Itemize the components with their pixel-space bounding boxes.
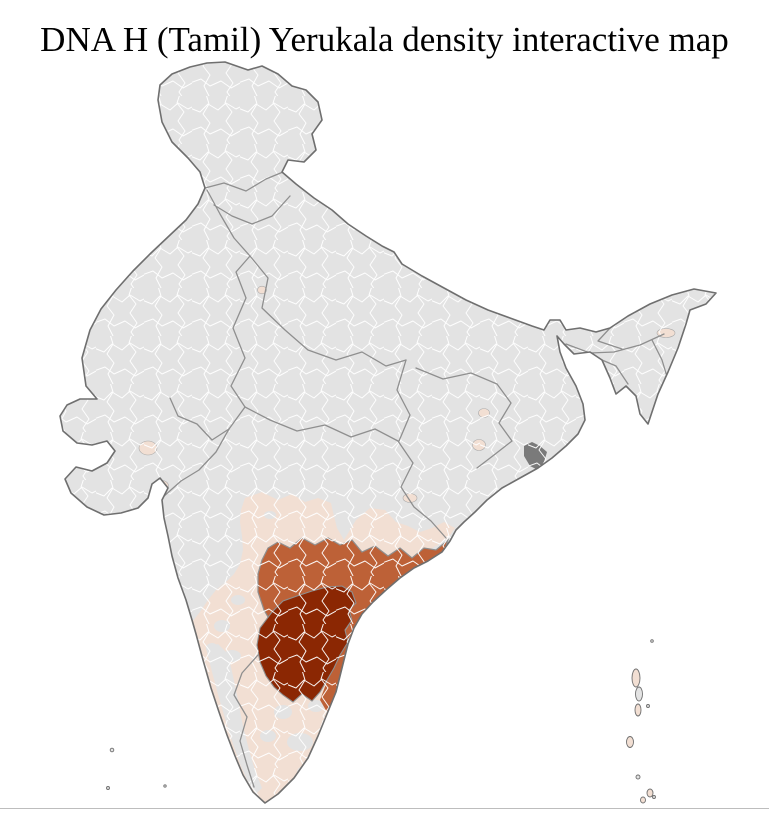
- state-borders: [162, 171, 669, 788]
- islands-low-density[interactable]: [626, 668, 654, 804]
- page-title: DNA H (Tamil) Yerukala density interacti…: [40, 20, 729, 59]
- india-outline: [59, 61, 717, 804]
- islands[interactable]: [106, 639, 656, 804]
- islands-no-data[interactable]: [106, 639, 656, 799]
- footer-divider: [0, 808, 769, 818]
